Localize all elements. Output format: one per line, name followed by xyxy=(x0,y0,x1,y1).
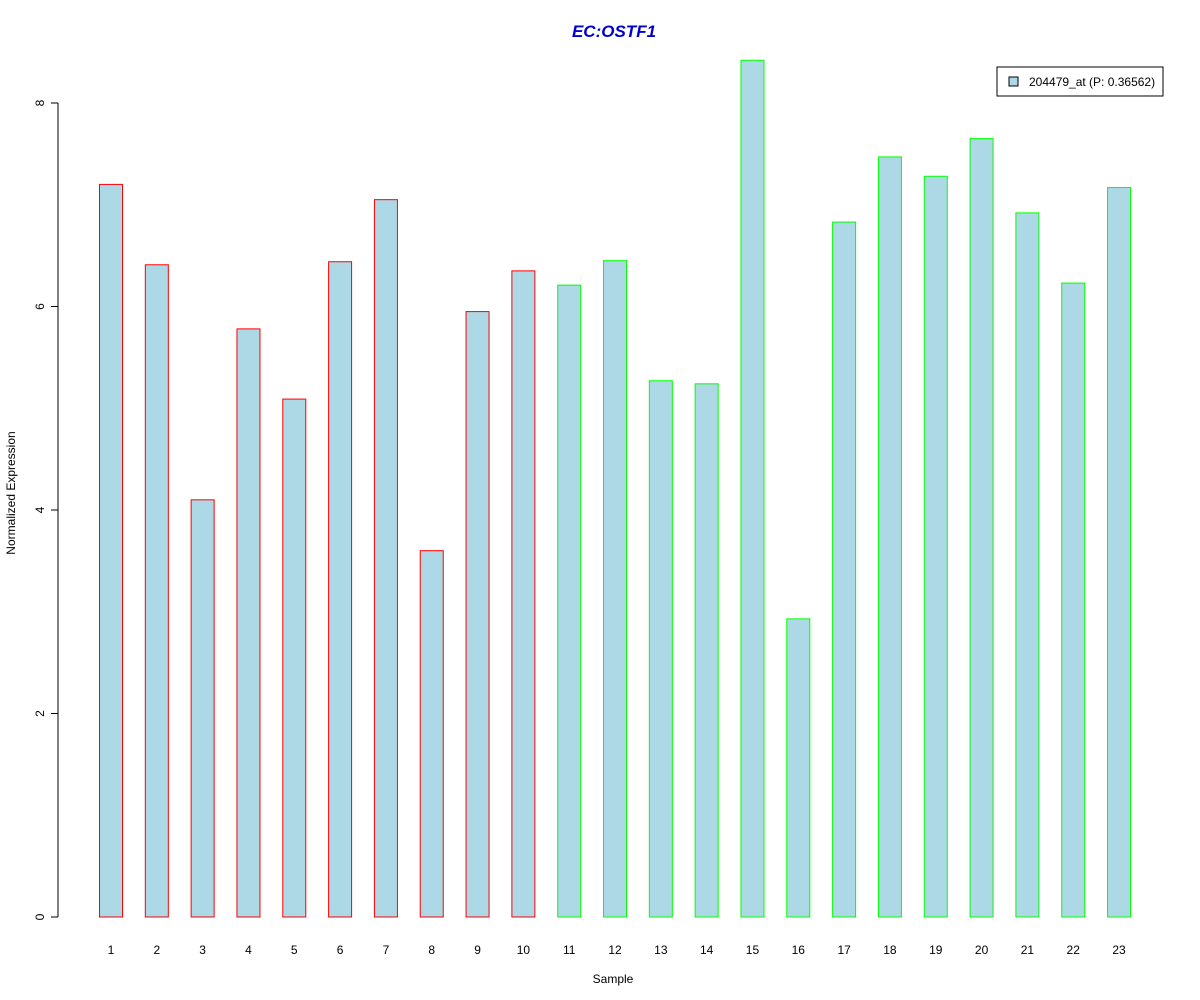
x-tick-label: 13 xyxy=(654,943,668,957)
bar-sample-8 xyxy=(419,550,444,918)
chart-title: EC:OSTF1 xyxy=(572,22,656,41)
x-tick-label: 6 xyxy=(337,943,344,957)
x-tick-label: 8 xyxy=(428,943,435,957)
bar-sample-3 xyxy=(190,499,215,918)
x-tick-label: 2 xyxy=(153,943,160,957)
x-tick-label: 9 xyxy=(474,943,481,957)
bar-sample-23 xyxy=(1107,186,1132,918)
x-tick-label: 7 xyxy=(383,943,390,957)
x-axis-label: Sample xyxy=(593,972,634,986)
x-axis-tick-labels: 1 2 3 4 5 6 7 8 9 10 11 12 13 14 15 16 17 18 19 20 21 22 23 xyxy=(108,943,1126,957)
x-tick-label: 3 xyxy=(199,943,206,957)
bar-sample-18 xyxy=(877,156,902,918)
legend-swatch xyxy=(1008,76,1019,87)
legend-box xyxy=(996,66,1164,97)
x-tick-label: 20 xyxy=(975,943,989,957)
y-tick-label: 4 xyxy=(33,506,47,513)
x-tick-label: 17 xyxy=(837,943,851,957)
y-axis: 0 2 4 6 8 xyxy=(33,99,59,920)
x-tick-label: 12 xyxy=(608,943,622,957)
legend-label: 204479_at (P: 0.36562) xyxy=(1029,75,1155,89)
y-tick-label: 8 xyxy=(33,99,47,106)
bar-sample-22 xyxy=(1061,282,1086,918)
y-tick-label: 0 xyxy=(33,913,47,920)
x-tick-label: 23 xyxy=(1112,943,1126,957)
bar-sample-20 xyxy=(969,138,994,918)
x-tick-label: 16 xyxy=(792,943,806,957)
x-tick-label: 4 xyxy=(245,943,252,957)
bars xyxy=(99,59,1132,918)
x-tick-label: 1 xyxy=(108,943,115,957)
bar-sample-17 xyxy=(832,221,857,918)
x-tick-label: 14 xyxy=(700,943,714,957)
bar-sample-19 xyxy=(923,175,948,918)
bar-sample-21 xyxy=(1015,212,1040,918)
bar-sample-16 xyxy=(786,618,811,918)
bar-sample-4 xyxy=(236,328,261,918)
bar-sample-12 xyxy=(603,260,628,918)
bar-sample-10 xyxy=(511,270,536,918)
x-tick-label: 19 xyxy=(929,943,943,957)
bar-sample-5 xyxy=(282,398,307,918)
bar-sample-13 xyxy=(648,380,673,918)
x-tick-label: 5 xyxy=(291,943,298,957)
x-tick-label: 21 xyxy=(1021,943,1035,957)
y-tick-label: 2 xyxy=(33,710,47,717)
bar-sample-11 xyxy=(557,284,582,918)
y-axis-label: Normalized Expression xyxy=(4,431,18,554)
x-tick-label: 11 xyxy=(563,943,576,957)
bar-sample-6 xyxy=(328,261,353,918)
bar-sample-9 xyxy=(465,311,490,918)
x-tick-label: 15 xyxy=(746,943,760,957)
x-tick-label: 10 xyxy=(517,943,531,957)
x-tick-label: 18 xyxy=(883,943,897,957)
bar-sample-7 xyxy=(373,199,398,918)
bar-sample-15 xyxy=(740,59,765,918)
legend: 204479_at (P: 0.36562) xyxy=(996,66,1164,97)
bar-sample-14 xyxy=(694,383,719,918)
bar-sample-2 xyxy=(144,264,169,918)
bar-sample-1 xyxy=(99,183,123,918)
y-tick-label: 6 xyxy=(33,303,47,310)
x-tick-label: 22 xyxy=(1067,943,1081,957)
